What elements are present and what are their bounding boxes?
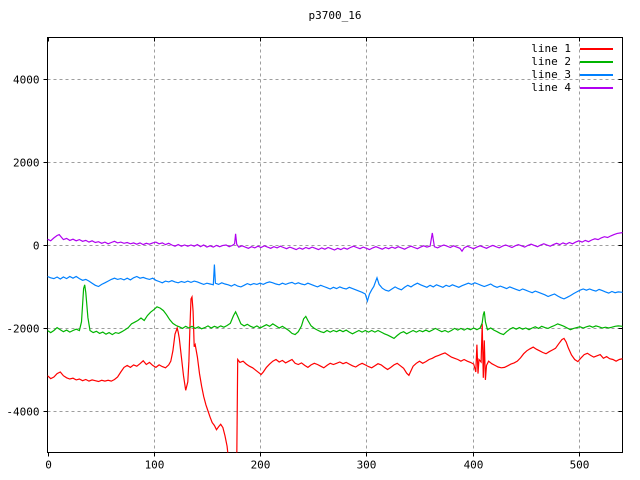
y-tick-label: 0 (33, 240, 40, 253)
legend-sample-line2 (580, 60, 613, 63)
y-tick-label: -2000 (6, 323, 39, 336)
legend-item-line4: line 4 (531, 81, 613, 94)
x-tick-label: 500 (570, 459, 590, 472)
x-tick-label: 200 (251, 459, 271, 472)
legend-item-line1: line 1 (531, 42, 613, 55)
legend-label-line1: line 1 (531, 42, 571, 55)
legend-item-line2: line 2 (531, 55, 613, 68)
series-line3 (47, 264, 623, 304)
legend-sample-line3 (580, 73, 613, 76)
legend-label-line4: line 4 (531, 81, 571, 94)
x-tick-label: 100 (145, 459, 165, 472)
y-tick-label: 4000 (13, 74, 40, 87)
x-tick-label: 300 (357, 459, 377, 472)
plot-border (47, 37, 623, 453)
legend-label-line2: line 2 (531, 55, 571, 68)
y-tick-label: -4000 (6, 406, 39, 419)
legend-sample-line1 (580, 47, 613, 50)
y-tick-label: 2000 (13, 157, 40, 170)
series-line4 (47, 232, 623, 253)
chart-title: p3700_16 (308, 9, 362, 22)
legend-item-line3: line 3 (531, 68, 613, 81)
series-line1 (47, 294, 623, 453)
x-tick-label: 0 (45, 459, 52, 472)
series-line2 (47, 284, 623, 340)
x-tick-label: 400 (464, 459, 484, 472)
legend: line 1 line 2 line 3 line 4 (531, 42, 613, 94)
legend-label-line3: line 3 (531, 68, 571, 81)
legend-sample-line4 (580, 86, 613, 89)
